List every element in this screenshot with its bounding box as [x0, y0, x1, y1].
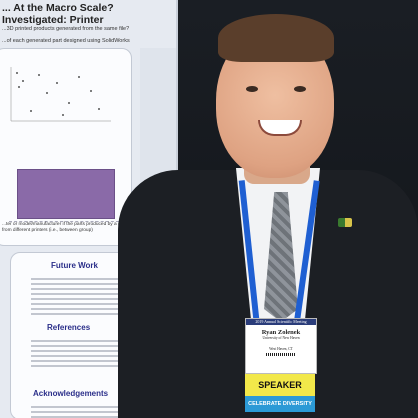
badge-name: Ryan Zolenek — [261, 329, 301, 336]
barcode-icon — [266, 352, 296, 356]
acknowledgements-heading: Acknowledgements — [33, 389, 109, 398]
poster-title: ... At the Macro Scale? Investigated: Pr… — [2, 2, 114, 26]
flag-lapel-pin-icon — [338, 218, 352, 227]
references-text — [31, 337, 135, 370]
badge-affiliation: University of New Haven — [262, 336, 300, 340]
diversity-ribbon: CELEBRATE DIVERSITY — [245, 396, 315, 412]
right-eye — [294, 86, 306, 92]
poster-question: ...3D printed products generated from th… — [2, 26, 130, 32]
figure-caption-line — [9, 221, 119, 228]
future-work-heading: Future Work — [51, 261, 98, 270]
speaker-ribbon: SPEAKER — [245, 374, 315, 396]
poster-results-panel — [0, 48, 132, 246]
scatter-plot-figure — [10, 67, 111, 122]
histogram-figure — [17, 169, 115, 219]
hair — [218, 14, 334, 62]
poster-lower-panel: Future Work References Acknowledgements — [10, 252, 135, 418]
badge-card: 2019 Annual Scientific Meeting Ryan Zole… — [245, 318, 317, 374]
references-heading: References — [47, 323, 91, 332]
acknowledgements-text — [31, 403, 135, 418]
poster-conclusion-text: ...ter or model/manufacturer if the part… — [2, 222, 167, 233]
name-badge: 2019 Annual Scientific Meeting Ryan Zole… — [245, 318, 317, 418]
future-work-text — [31, 275, 135, 318]
poster-subtitle: ...of each generated part designed using… — [2, 38, 130, 44]
left-eye — [246, 86, 258, 92]
badge-event-name: 2019 Annual Scientific Meeting — [246, 319, 316, 325]
badge-location: West Haven, CT — [269, 346, 293, 351]
